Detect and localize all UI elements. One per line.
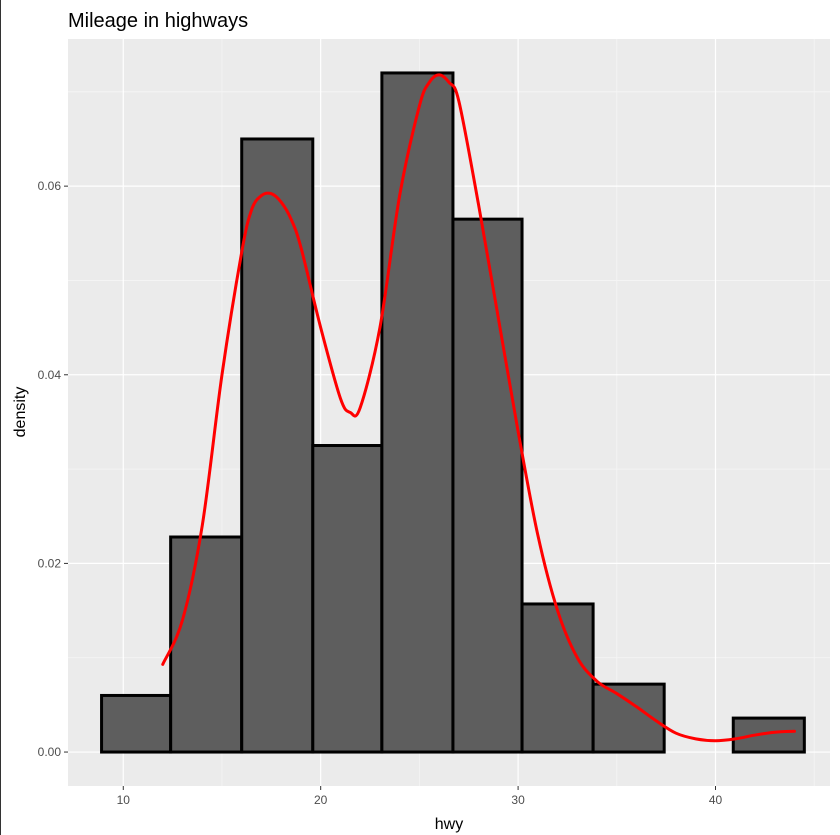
y-tick-label: 0.04 — [38, 368, 62, 382]
density-curve — [161, 73, 796, 743]
histogram-bar-4 — [311, 444, 384, 754]
x-tick-label: 20 — [314, 793, 328, 807]
histogram-bar-2 — [169, 535, 244, 754]
histogram-bars — [100, 71, 806, 754]
y-axis-title: density — [12, 387, 29, 438]
x-axis-ticks: 10 20 30 40 — [117, 786, 723, 807]
y-tick-label: 0.00 — [38, 745, 62, 759]
histogram-bar-7 — [520, 602, 595, 754]
y-tick-label: 0.06 — [38, 179, 62, 193]
x-tick-label: 30 — [511, 793, 525, 807]
histogram-bar-6 — [451, 217, 524, 754]
x-tick-label: 10 — [117, 793, 131, 807]
y-tick-label: 0.02 — [38, 556, 62, 570]
y-axis-ticks: 0.00 0.02 0.04 0.06 — [38, 179, 68, 759]
chart-title: Mileage in highways — [68, 10, 248, 32]
histogram-bar-10 — [731, 716, 806, 754]
x-tick-label: 40 — [709, 793, 723, 807]
histogram-bar-1 — [100, 693, 173, 754]
left-border-line — [0, 0, 1, 835]
histogram-bar-5 — [380, 71, 455, 754]
histogram-bar-3 — [240, 137, 315, 754]
x-axis-title: hwy — [435, 816, 463, 833]
